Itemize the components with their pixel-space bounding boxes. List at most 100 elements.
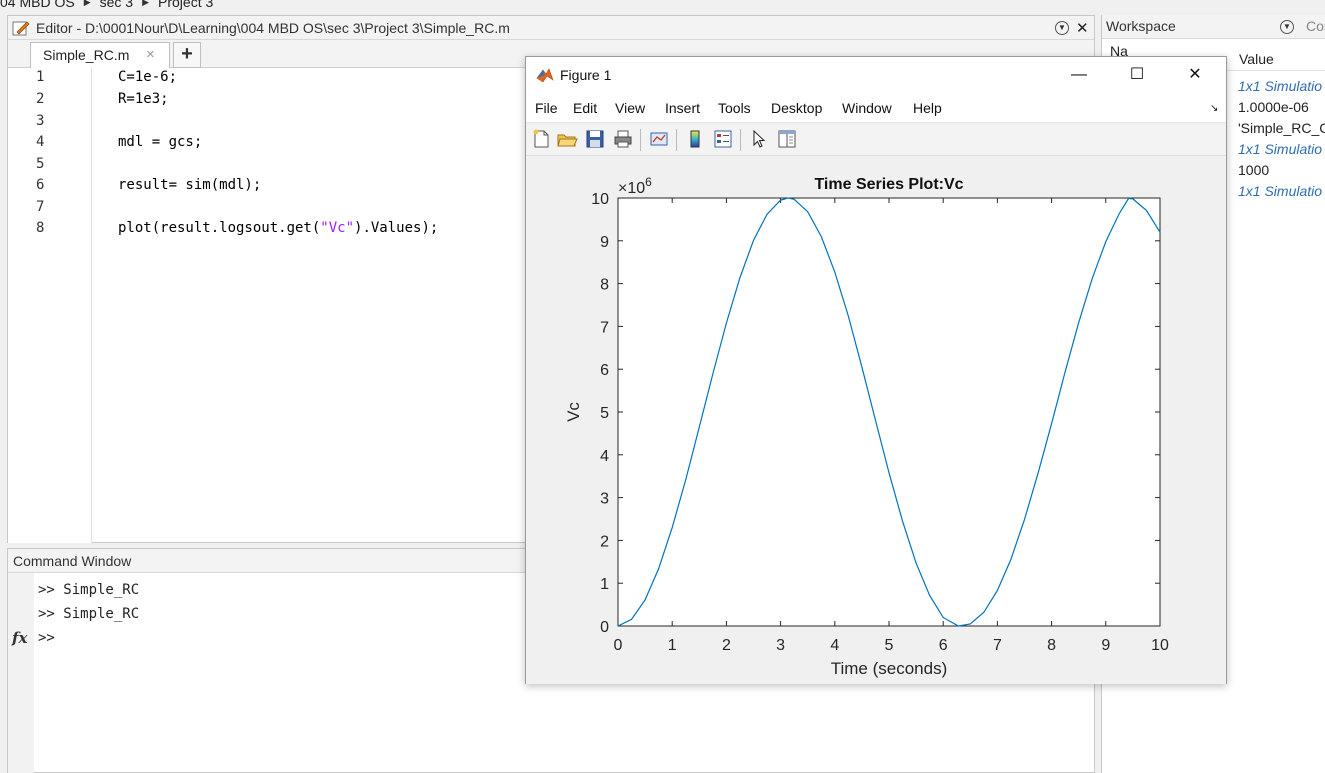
series-line-vc[interactable]: [617, 197, 1161, 627]
code-line[interactable]: result= sim(mdl);: [118, 177, 262, 193]
menu-edit[interactable]: Edit: [573, 100, 598, 116]
figure-window: Figure 1 — ☐ ✕ File Edit View Insert Too…: [525, 56, 1227, 684]
code-line[interactable]: C=1e-6;: [118, 69, 178, 85]
command-gutter: [8, 573, 34, 773]
x-axis-label: Time (seconds): [831, 659, 948, 678]
workspace-options-icon[interactable]: ▼: [1280, 20, 1294, 34]
toolbar-separator: [676, 129, 677, 151]
command-window-title: Command Window: [13, 553, 132, 569]
code-line[interactable]: mdl = gcs;: [118, 134, 203, 150]
code-line[interactable]: plot(result.logsout.get("Vc").Values);: [118, 220, 438, 236]
save-icon[interactable]: [584, 128, 606, 150]
tab-simple-rc[interactable]: Simple_RC.m ×: [30, 42, 170, 68]
breadcrumb-item[interactable]: 04 MBD OS: [0, 0, 75, 10]
figure-menubar: File Edit View Insert Tools Desktop Wind…: [526, 93, 1226, 123]
editor-title: Editor - D:\0001Nour\D\Learning\004 MBD …: [36, 20, 510, 36]
x-tick-label: 2: [722, 637, 731, 654]
x-tick-label: 6: [939, 637, 948, 654]
y-tick-label: 7: [600, 319, 609, 336]
workspace-value[interactable]: 1x1 Simulatio: [1238, 141, 1323, 157]
y-tick-label: 4: [600, 448, 609, 465]
next-panel-tab[interactable]: Cor: [1306, 18, 1325, 34]
x-tick-label: 8: [1047, 637, 1056, 654]
editor-titlebar: Editor - D:\0001Nour\D\Learning\004 MBD …: [8, 16, 1094, 40]
y-tick-label: 8: [600, 277, 609, 294]
open-file-icon[interactable]: [556, 128, 578, 150]
command-prompt-input[interactable]: >>: [38, 630, 55, 646]
breadcrumb-item[interactable]: Project 3: [158, 0, 214, 10]
y-multiplier-exponent: 6: [645, 175, 652, 189]
insert-legend-icon[interactable]: [712, 128, 734, 150]
menu-window[interactable]: Window: [842, 100, 892, 116]
toolbar-separator: [640, 129, 641, 151]
figure-title: Figure 1: [560, 67, 612, 83]
y-tick-label: 5: [600, 405, 609, 422]
x-tick-label: 3: [776, 637, 785, 654]
property-editor-icon[interactable]: [776, 128, 798, 150]
column-header-name[interactable]: Na: [1110, 43, 1128, 59]
breadcrumb-arrow-icon: ▶: [142, 0, 150, 7]
workspace-value[interactable]: 1.0000e-06: [1238, 99, 1309, 115]
menu-tools[interactable]: Tools: [718, 100, 751, 116]
y-tick-label: 2: [600, 533, 609, 550]
menu-desktop[interactable]: Desktop: [771, 100, 823, 116]
command-history-line: >> Simple_RC: [38, 606, 140, 622]
new-figure-icon[interactable]: [530, 128, 552, 150]
workspace-value[interactable]: 1x1 Simulatio: [1238, 78, 1323, 94]
menu-file[interactable]: File: [535, 100, 558, 116]
edit-plot-cursor-icon[interactable]: [748, 128, 770, 150]
code-string: "Vc": [320, 220, 355, 236]
matlab-logo-icon: [536, 68, 554, 83]
line-number: 6: [36, 177, 45, 193]
line-number: 8: [36, 220, 45, 236]
line-number: 2: [36, 91, 45, 107]
menu-view[interactable]: View: [615, 100, 646, 116]
line-number: 7: [36, 199, 45, 215]
x-tick-label: 0: [614, 637, 623, 654]
y-multiplier-base: ×10: [618, 180, 645, 197]
line-number: 4: [36, 134, 45, 150]
link-plot-icon[interactable]: [648, 128, 670, 150]
y-axis-multiplier: ×106: [618, 175, 652, 197]
print-icon[interactable]: [612, 128, 634, 150]
axis-ticks: 0 1 2 3 4 5 6 7 8 9 10 0 1 2 3 4 5 6 7 8 9 10: [591, 191, 1169, 654]
plot-area[interactable]: 0 1 2 3 4 5 6 7 8 9 10 0 1 2 3 4 5 6 7 8 9 10 Time Series Plo…: [526, 157, 1226, 684]
axes-box[interactable]: [617, 197, 1161, 627]
tab-close-icon[interactable]: ×: [146, 46, 155, 63]
tab-label: Simple_RC.m: [43, 47, 130, 63]
menu-insert[interactable]: Insert: [665, 100, 701, 116]
workspace-value[interactable]: 1x1 Simulatio: [1238, 183, 1323, 199]
y-tick-label: 0: [600, 619, 609, 636]
y-tick-label: 10: [591, 191, 609, 208]
breadcrumb: 04 MBD OS ▶ sec 3 ▶ Project 3: [0, 0, 213, 10]
y-tick-label: 6: [600, 362, 609, 379]
y-tick-label: 9: [600, 234, 609, 251]
code-text: ).Values);: [354, 220, 439, 236]
function-browser-icon[interactable]: fx: [12, 629, 28, 647]
insert-colorbar-icon[interactable]: [684, 128, 706, 150]
y-tick-label: 1: [600, 576, 609, 593]
minimize-button[interactable]: —: [1071, 66, 1087, 83]
figure-titlebar[interactable]: Figure 1 — ☐ ✕: [526, 57, 1226, 93]
close-button[interactable]: ✕: [1188, 66, 1202, 83]
x-tick-label: 9: [1101, 637, 1110, 654]
line-number: 3: [36, 113, 45, 129]
chart-title: Time Series Plot:Vc: [814, 176, 963, 193]
maximize-button[interactable]: ☐: [1129, 66, 1145, 83]
workspace-titlebar: Workspace ▼ Cor: [1102, 15, 1325, 39]
code-line[interactable]: R=1e3;: [118, 91, 169, 107]
editor-close-icon[interactable]: ✕: [1076, 20, 1089, 37]
editor-options-icon[interactable]: ▼: [1055, 21, 1069, 35]
y-axis-label: Vc: [564, 402, 583, 422]
x-tick-label: 10: [1151, 637, 1169, 654]
new-tab-button[interactable]: +: [173, 42, 201, 68]
line-number-gutter: [8, 68, 92, 543]
dock-arrow-icon[interactable]: ↘: [1210, 103, 1219, 114]
line-number: 1: [36, 69, 45, 85]
x-tick-label: 4: [830, 637, 839, 654]
menu-help[interactable]: Help: [913, 100, 942, 116]
workspace-value[interactable]: 'Simple_RC_C: [1238, 120, 1325, 136]
column-header-value[interactable]: Value: [1239, 51, 1274, 67]
workspace-value[interactable]: 1000: [1238, 162, 1270, 178]
breadcrumb-item[interactable]: sec 3: [99, 0, 134, 10]
